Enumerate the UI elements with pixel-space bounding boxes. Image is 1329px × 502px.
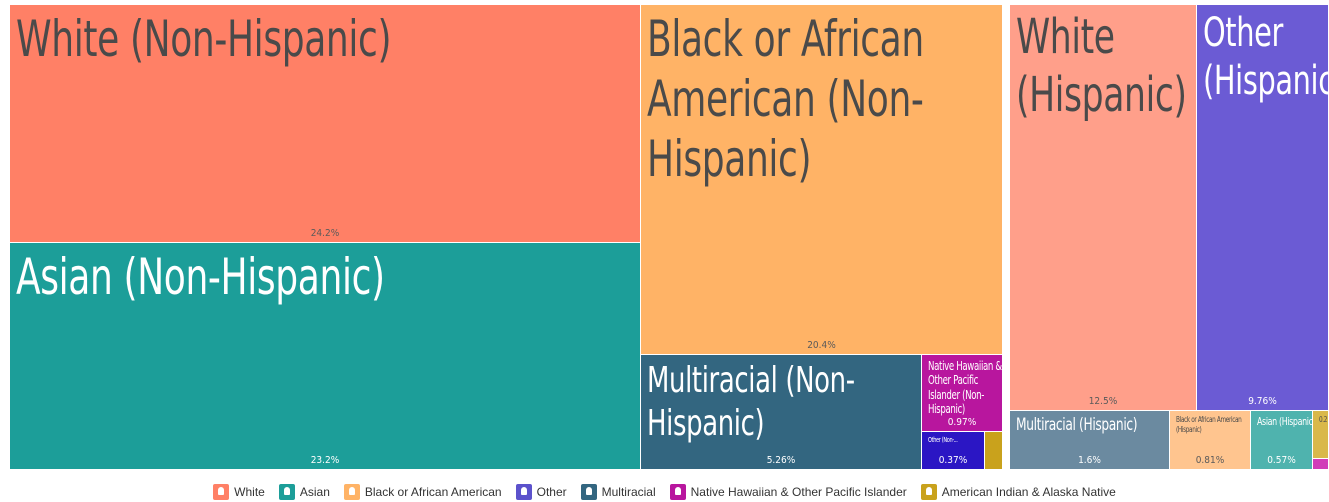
treemap-tile[interactable]: Black or African American (Non-Hispanic)… (641, 5, 1003, 355)
treemap-tile[interactable] (1313, 459, 1329, 470)
tile-label: Black or African American (Hispanic) (1176, 415, 1242, 434)
treemap-tile[interactable]: Multiracial (Non-Hispanic) 5.26% (641, 355, 922, 470)
tile-label: Native Hawaiian & Other Pacific Islander… (928, 359, 1002, 417)
treemap-tile[interactable]: White (Non-Hispanic) 24.2% (10, 5, 641, 243)
legend-item[interactable]: American Indian & Alaska Native (920, 484, 1116, 500)
tile-value-label: 20.4% (807, 340, 836, 351)
legend-item[interactable]: Black or African American (343, 484, 502, 500)
legend-label: Asian (299, 485, 330, 499)
tile-label: Asian (Non-Hispanic) (16, 248, 385, 306)
treemap-tile[interactable]: White (Hispanic) 12.5% (1010, 5, 1197, 411)
tile-label: White (Hispanic) (1016, 9, 1187, 123)
treemap-tile[interactable]: Multiracial (Hispanic) 1.6% (1010, 411, 1170, 470)
treemap-chart: White (Non-Hispanic) 24.2% Asian (Non-Hisp… (10, 5, 1329, 470)
treemap-tile[interactable] (985, 432, 1003, 470)
legend-label: Multiracial (601, 485, 656, 499)
tile-label: Other (Non-... (928, 436, 958, 444)
tile-value-label: 0.81% (1195, 455, 1225, 466)
tile-value-label: 0.37% (938, 455, 968, 466)
tile-value-label: 0.57% (1267, 455, 1296, 466)
legend-item[interactable]: Multiracial (580, 484, 656, 500)
tile-value-label: 24.2% (310, 228, 340, 239)
treemap-tile[interactable]: Native Hawaiian & Other Pacific Islander… (922, 355, 1003, 432)
legend-item[interactable]: Asian (278, 484, 330, 500)
tile-label: Black or African American (Non-Hispanic) (647, 10, 924, 188)
tile-label: Multiracial (Non-Hispanic) (647, 360, 855, 445)
legend-swatch-icon (669, 484, 686, 500)
legend-swatch-icon (343, 484, 360, 500)
tile-value-label: 23.2% (310, 455, 340, 466)
legend-label: American Indian & Alaska Native (941, 485, 1116, 499)
treemap-tile[interactable]: Other (Non-... 0.37% (922, 432, 985, 470)
treemap-tile[interactable]: Asian (Hispanic) 0.57% (1251, 411, 1313, 470)
treemap-tile[interactable]: Other (Hispanic) 9.76% (1197, 5, 1329, 411)
legend-item[interactable]: Other (515, 484, 567, 500)
legend-swatch-icon (213, 484, 230, 500)
legend-item[interactable]: White (213, 484, 265, 500)
tile-value-label: 0.97% (947, 417, 977, 428)
treemap-tile[interactable]: Asian (Non-Hispanic) 23.2% (10, 243, 641, 470)
tile-value-label: 9.76% (1248, 396, 1277, 407)
legend-swatch-icon (278, 484, 295, 500)
tile-label: Asian (Hispanic) (1257, 415, 1313, 428)
chart-legend: White Asian Black or African American Other… (0, 482, 1329, 502)
tile-value-label: 1.6% (1078, 455, 1101, 466)
tile-label: 0.2 (1319, 415, 1328, 424)
legend-swatch-icon (515, 484, 532, 500)
legend-swatch-icon (920, 484, 937, 500)
legend-item[interactable]: Native Hawaiian & Other Pacific Islander (669, 484, 907, 500)
legend-label: Native Hawaiian & Other Pacific Islander (690, 485, 907, 499)
tile-value-label: 12.5% (1088, 396, 1118, 407)
legend-label: Black or African American (364, 485, 502, 499)
tile-value-label: 5.26% (766, 455, 796, 466)
tile-label: Other (Hispanic) (1203, 10, 1328, 104)
treemap-tile[interactable]: Black or African American (Hispanic) 0.81… (1170, 411, 1251, 470)
legend-swatch-icon (580, 484, 597, 500)
legend-label: Other (536, 485, 567, 499)
tile-label: Multiracial (Hispanic) (1016, 415, 1138, 435)
treemap-tile[interactable]: 0.2 (1313, 411, 1329, 459)
tile-label: White (Non-Hispanic) (16, 10, 392, 68)
legend-label: White (234, 485, 265, 499)
